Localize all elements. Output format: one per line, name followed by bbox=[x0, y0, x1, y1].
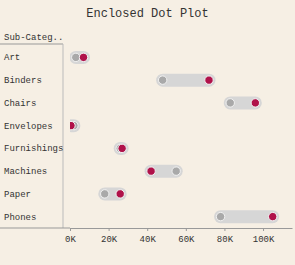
dot bbox=[147, 167, 155, 175]
tick-label: 80K bbox=[217, 235, 234, 245]
category-label: Chairs bbox=[4, 99, 36, 109]
header-rule bbox=[0, 44, 63, 45]
category-label: Binders bbox=[4, 76, 42, 86]
tick-label: 40K bbox=[140, 235, 157, 245]
enclosure bbox=[163, 74, 209, 87]
tick-mark bbox=[186, 228, 187, 231]
dot bbox=[216, 212, 224, 220]
dot bbox=[226, 99, 234, 107]
tick-mark bbox=[147, 228, 148, 231]
tick-label: 20K bbox=[101, 235, 118, 245]
bottom-rule bbox=[0, 228, 70, 229]
category-label: Envelopes bbox=[4, 122, 53, 132]
category-label: Phones bbox=[4, 213, 36, 223]
dot bbox=[205, 76, 213, 84]
dot bbox=[158, 76, 166, 84]
tick-label: 0K bbox=[65, 235, 76, 245]
chart: Enclosed Dot Plot Sub-Categ.. Art Binders Ch… bbox=[0, 0, 295, 265]
category-label: Art bbox=[4, 53, 20, 63]
tick: 80K bbox=[217, 228, 234, 245]
tick-mark bbox=[224, 228, 225, 231]
tick: 40K bbox=[140, 228, 157, 245]
tick: 60K bbox=[178, 228, 195, 245]
tick: 0K bbox=[65, 228, 76, 245]
x-axis: 0K 20K 40K 60K 80K 100K bbox=[65, 228, 292, 245]
title: Enclosed Dot Plot bbox=[86, 7, 208, 21]
tick-mark bbox=[109, 228, 110, 231]
dot bbox=[70, 121, 75, 129]
tick-label: 60K bbox=[178, 235, 195, 245]
dot bbox=[101, 190, 109, 198]
category-label: Paper bbox=[4, 190, 31, 200]
y-axis-title: Sub-Categ.. bbox=[4, 33, 63, 43]
dot bbox=[72, 53, 80, 61]
tick: 20K bbox=[101, 228, 118, 245]
category-label: Furnishings bbox=[4, 144, 63, 154]
y-axis: Art Binders Chairs Envelopes Furnishings Mach… bbox=[4, 53, 63, 222]
pane-divider bbox=[63, 44, 64, 228]
tick-mark bbox=[263, 228, 264, 231]
dot bbox=[251, 99, 259, 107]
dot bbox=[79, 53, 87, 61]
dot bbox=[268, 212, 276, 220]
dot bbox=[118, 144, 126, 152]
axis-line bbox=[71, 228, 293, 229]
category-label: Machines bbox=[4, 167, 47, 177]
enclosure bbox=[221, 210, 273, 223]
tick-label: 100K bbox=[253, 235, 275, 245]
dot bbox=[172, 167, 180, 175]
tick: 100K bbox=[253, 228, 275, 245]
tick-mark bbox=[70, 228, 71, 231]
plot-area bbox=[70, 53, 277, 221]
dot bbox=[116, 190, 124, 198]
